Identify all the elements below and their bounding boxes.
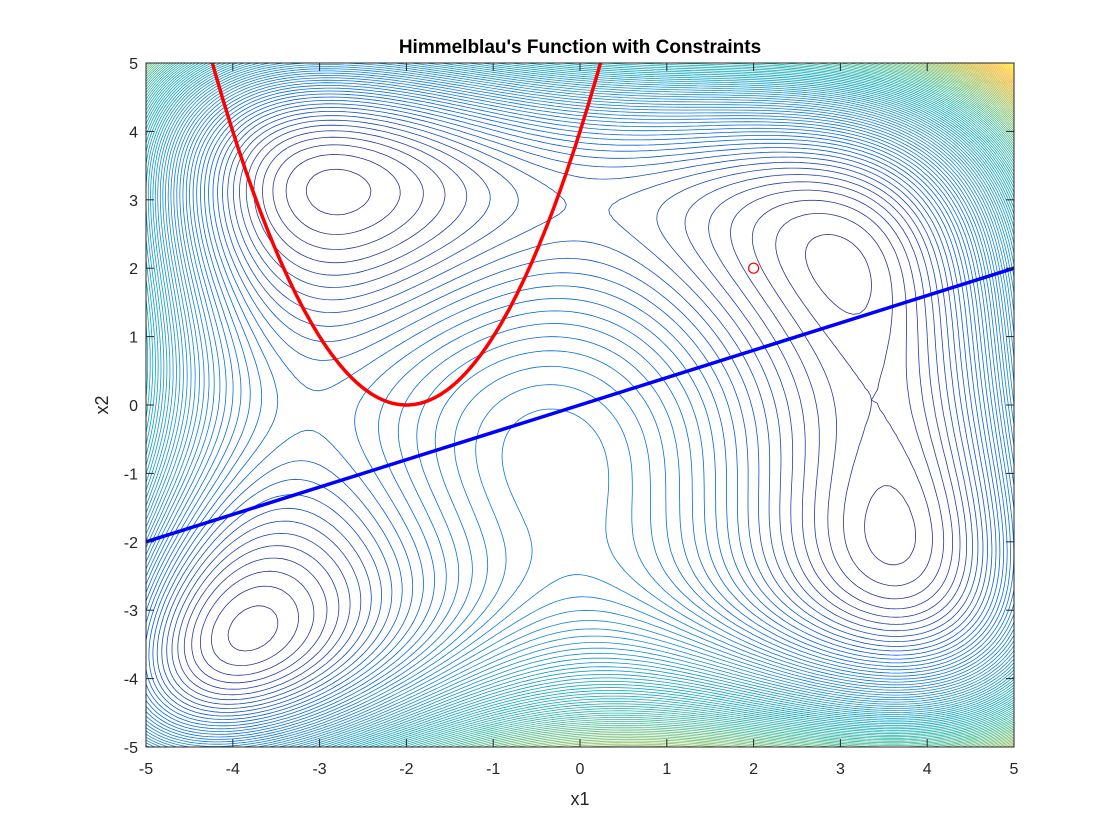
contour-level bbox=[995, 63, 1014, 76]
contour-level bbox=[984, 63, 1014, 83]
contour-level bbox=[146, 79, 1014, 740]
contour-level bbox=[977, 63, 1014, 88]
markers bbox=[747, 262, 760, 274]
x-tick-label: -1 bbox=[486, 761, 500, 778]
contour-level bbox=[211, 154, 933, 666]
parabola-constraint bbox=[210, 63, 603, 407]
y-tick-label: -4 bbox=[124, 672, 138, 689]
contour-level bbox=[200, 144, 945, 676]
y-tick-label: 3 bbox=[129, 193, 138, 210]
linear-constraint bbox=[146, 266, 1014, 544]
chart-title: Himmelblau's Function with Constraints bbox=[399, 37, 761, 58]
x-tick-label: 0 bbox=[576, 761, 585, 778]
contour-level bbox=[997, 63, 1014, 75]
start-point-marker bbox=[747, 262, 760, 274]
contour-level bbox=[979, 63, 1014, 86]
contour-level bbox=[148, 99, 997, 720]
contour-level bbox=[191, 136, 953, 684]
x-tick-label: 2 bbox=[749, 761, 758, 778]
contour-level bbox=[146, 70, 1014, 747]
contour-level bbox=[156, 107, 988, 713]
contour-level bbox=[146, 63, 1014, 747]
x-axis-label: x1 bbox=[570, 789, 589, 809]
contour-level bbox=[146, 72, 1014, 747]
contour-level bbox=[146, 68, 1014, 747]
contour-level bbox=[161, 111, 984, 709]
y-tick-label: 2 bbox=[129, 261, 138, 278]
x-tick-label: 3 bbox=[836, 761, 845, 778]
contour-level bbox=[993, 63, 1014, 77]
x-tick-label: 1 bbox=[662, 761, 671, 778]
y-tick-label: -5 bbox=[124, 740, 138, 757]
contour-level bbox=[940, 63, 1014, 109]
plot-area bbox=[145, 62, 1015, 748]
contour-level bbox=[953, 63, 1014, 102]
contour-level bbox=[146, 66, 1014, 747]
contour-level bbox=[961, 63, 1014, 97]
x-tick-label: -2 bbox=[399, 761, 413, 778]
y-tick-label: 5 bbox=[129, 56, 138, 73]
y-tick-label: -2 bbox=[124, 535, 138, 552]
contour-level bbox=[227, 168, 916, 652]
x-tick-label: 4 bbox=[923, 761, 932, 778]
contour-level bbox=[1001, 63, 1014, 72]
contour-level bbox=[947, 63, 1014, 106]
constraint-curves bbox=[146, 63, 1014, 544]
x-tick-label: 5 bbox=[1010, 761, 1019, 778]
contour-level bbox=[183, 130, 961, 690]
contour-level bbox=[146, 77, 1014, 743]
y-tick-label: 0 bbox=[129, 398, 138, 415]
x-tick-label: -3 bbox=[312, 761, 326, 778]
y-tick-label: -1 bbox=[124, 466, 138, 483]
contour-level bbox=[146, 85, 1014, 735]
y-tick-label: 4 bbox=[129, 124, 138, 141]
contour-level bbox=[964, 63, 1014, 95]
axis-ticks: -5 -4 -3 -2 -1 0 1 2 3 4 5 -5 -4 -3 -2 -1 0 1 2 3 4 5 bbox=[124, 56, 1019, 778]
y-tick-label: -3 bbox=[124, 603, 138, 620]
contour-level bbox=[146, 63, 1014, 747]
x-tick-label: -4 bbox=[226, 761, 240, 778]
y-axis-label: x2 bbox=[92, 395, 112, 414]
contour-level bbox=[146, 75, 1014, 745]
contour-level bbox=[146, 93, 1004, 727]
contour-level bbox=[146, 64, 1014, 747]
contour-level bbox=[152, 103, 993, 717]
contour-level bbox=[933, 63, 1014, 747]
contour-level bbox=[146, 90, 1008, 730]
contour-level bbox=[986, 63, 1014, 82]
contour-level bbox=[166, 115, 979, 705]
contour-level bbox=[972, 63, 1014, 91]
contour-level bbox=[146, 63, 1014, 747]
contour-level bbox=[956, 63, 1014, 100]
y-tick-label: 1 bbox=[129, 330, 138, 347]
contour-level bbox=[999, 63, 1014, 73]
contour-level bbox=[1009, 63, 1014, 67]
contour-level bbox=[171, 119, 973, 701]
contour-level bbox=[177, 124, 967, 696]
x-tick-label: -5 bbox=[139, 761, 153, 778]
